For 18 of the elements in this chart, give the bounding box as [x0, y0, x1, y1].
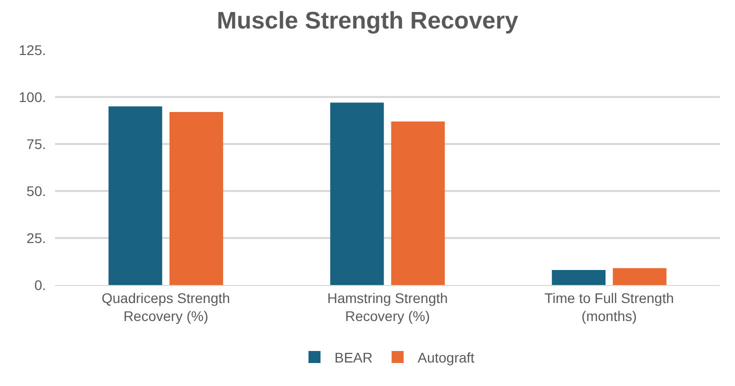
bar	[330, 102, 384, 285]
y-tick-label: 25.	[26, 230, 46, 246]
legend-label: BEAR	[334, 349, 373, 366]
y-tick-label: 75.	[26, 136, 46, 152]
y-tick-label: 100.	[18, 88, 46, 105]
x-tick-label: Time to Full Strength (months)	[544, 290, 674, 324]
bar	[169, 112, 224, 285]
y-tick-label: 125.	[18, 42, 46, 58]
x-tick-label: Quadriceps Strength Recovery (%)	[102, 290, 230, 324]
bar	[391, 121, 445, 285]
x-tick-label: Hamstring Strength Recovery (%)	[327, 290, 448, 324]
y-tick-label: 50.	[26, 182, 46, 199]
legend-label: Autograft	[418, 349, 475, 366]
bar	[552, 270, 606, 285]
bar	[612, 268, 666, 285]
y-tick-label: 0.	[34, 276, 46, 293]
bar	[108, 106, 162, 285]
chart-title: Muscle Strength Recovery	[216, 7, 519, 34]
